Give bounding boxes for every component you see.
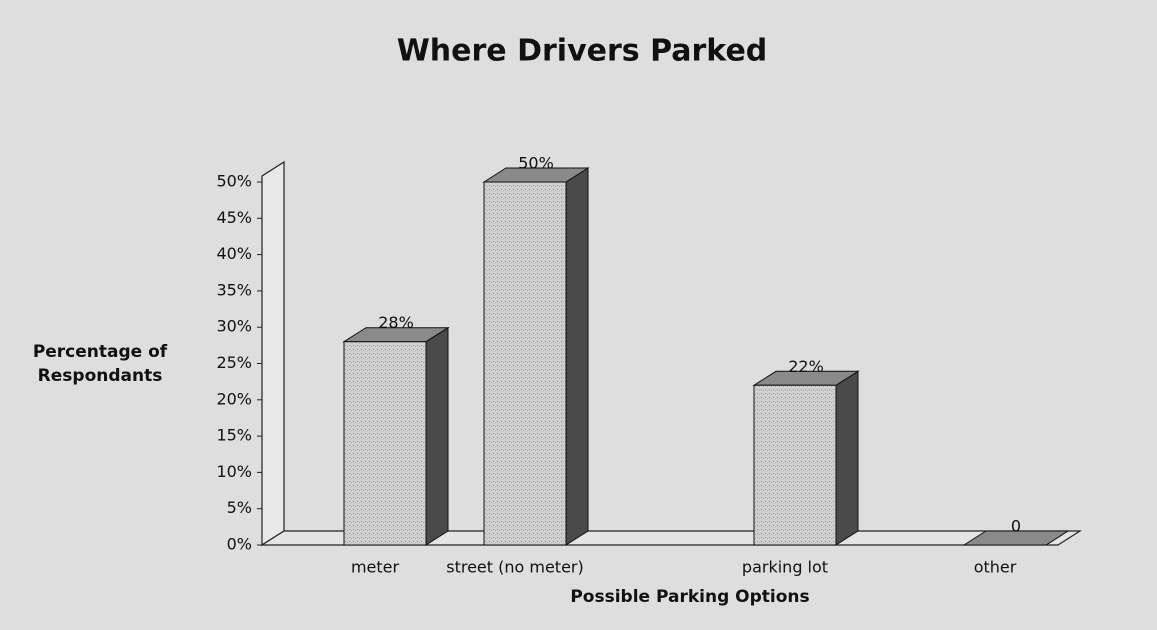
data-label: 50% xyxy=(518,154,554,173)
x-tick-label: street (no meter) xyxy=(446,558,584,577)
bar-side xyxy=(835,370,859,546)
y-tick-label: 25% xyxy=(216,353,252,372)
x-tick-label: other xyxy=(974,558,1017,577)
bar xyxy=(753,384,837,546)
x-tick-label: meter xyxy=(351,558,400,577)
y-tick-label: 40% xyxy=(216,244,252,263)
y-tick-label: 50% xyxy=(216,172,252,191)
y-tick-label: 10% xyxy=(216,462,252,481)
y-axis-title: Percentage of xyxy=(33,342,168,362)
data-label: 28% xyxy=(378,313,414,332)
bar xyxy=(343,341,427,546)
y-tick-label: 30% xyxy=(216,317,252,336)
bar-top xyxy=(962,530,1070,546)
x-axis-title: Possible Parking Options xyxy=(570,587,809,607)
y-tick-label: 5% xyxy=(227,498,252,517)
data-label: 22% xyxy=(788,357,824,376)
y-axis-title: Respondants xyxy=(38,366,163,386)
bar-side xyxy=(425,326,449,546)
y-tick-label: 45% xyxy=(216,208,252,227)
data-label: 0 xyxy=(1011,517,1021,536)
y-tick-label: 0% xyxy=(227,535,252,554)
back-wall xyxy=(261,160,285,547)
bar-side xyxy=(565,167,589,546)
bar xyxy=(483,181,567,546)
chart-title: Where Drivers Parked xyxy=(397,34,768,69)
y-tick-label: 15% xyxy=(216,426,252,445)
x-tick-label: parking lot xyxy=(742,558,828,577)
y-tick-label: 35% xyxy=(216,280,252,299)
y-tick-label: 20% xyxy=(216,389,252,408)
